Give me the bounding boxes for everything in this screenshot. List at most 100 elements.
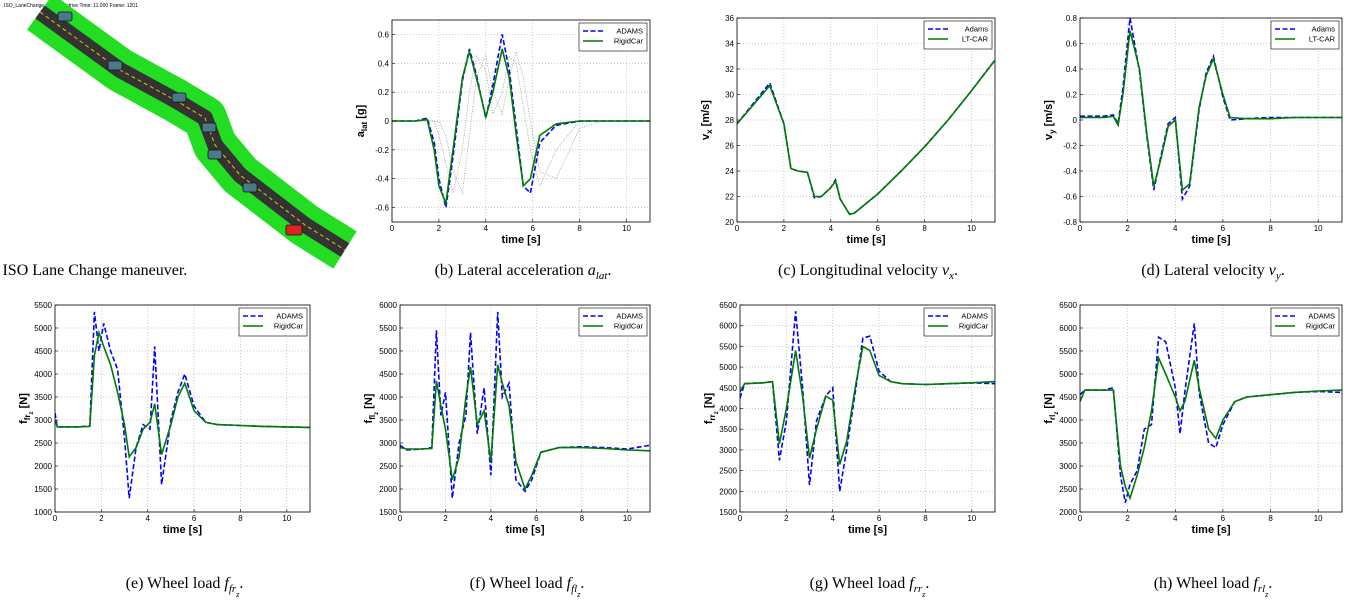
- x-axis-label: time [s]: [1191, 234, 1230, 246]
- x-axis-label: time [s]: [163, 524, 202, 536]
- image-title: ISO_LaneChange_c_smart_drive Time: 11.00…: [4, 3, 138, 9]
- series-line: [392, 34, 650, 208]
- x-tick-label: 6: [1221, 514, 1226, 523]
- y-tick-label: 1500: [379, 508, 397, 517]
- chart: 0 2 4 6 8 10 1500 2000 2500 3000 3500 4000 4500 5000 5…: [703, 301, 996, 599]
- y-tick-label: 4000: [379, 393, 397, 402]
- caption: (a) ISO Lane Change maneuver.: [0, 262, 187, 279]
- y-tick-label: 3500: [719, 425, 737, 434]
- y-tick-label: 0.2: [378, 88, 390, 97]
- legend-label: Adams: [965, 25, 989, 34]
- x-tick-label: 8: [923, 514, 928, 523]
- y-tick-label: 0.4: [378, 59, 390, 68]
- caption-part: (e) Wheel load: [126, 575, 225, 592]
- x-tick-label: 0: [1078, 224, 1083, 233]
- y-tick-label: 20: [725, 218, 734, 227]
- y-axis-label-part: [N]: [1043, 393, 1055, 412]
- y-tick-label: 4000: [34, 370, 52, 379]
- x-tick-label: 6: [1221, 224, 1226, 233]
- x-tick-label: 0: [398, 514, 403, 523]
- y-tick-label: 5500: [1059, 347, 1077, 356]
- x-tick-label: 0: [735, 224, 740, 233]
- caption-part: (b) Lateral acceleration: [435, 262, 588, 279]
- y-axis-label-part: v: [700, 133, 712, 140]
- y-axis-label-part: f: [703, 420, 715, 424]
- legend-label: RigidCar: [614, 322, 644, 331]
- y-tick-label: 6000: [719, 322, 737, 331]
- y-tick-label: 0.6: [378, 30, 390, 39]
- chart: 0 2 4 6 8 10 1000 1500 2000 2500 3000 3500 4000 4500 5…: [18, 301, 311, 599]
- legend-label: ADAMS: [616, 312, 643, 321]
- y-axis-label-part: f: [18, 420, 30, 424]
- y-tick-label: 1000: [34, 508, 52, 517]
- y-tick-label: 1500: [719, 508, 737, 517]
- caption-part: x: [948, 270, 954, 282]
- y-tick-label: 4500: [1059, 393, 1077, 402]
- legend-box: [238, 307, 308, 337]
- car: [242, 182, 258, 193]
- y-axis-label: frlz [N]: [1043, 393, 1060, 424]
- x-tick-label: 6: [192, 514, 197, 523]
- x-tick-label: 8: [922, 224, 927, 233]
- y-tick-label: 0.6: [1066, 40, 1078, 49]
- y-axis-label-part: [m/s]: [700, 100, 712, 130]
- x-axis-label: time [s]: [505, 524, 544, 536]
- y-tick-label: 2000: [719, 487, 737, 496]
- caption: (b) Lateral acceleration alat.: [435, 262, 612, 282]
- legend-box: [1270, 307, 1340, 337]
- axes-frame: [391, 19, 651, 223]
- caption-part: fl: [571, 583, 577, 595]
- car: [57, 11, 73, 22]
- y-tick-label: 4000: [719, 405, 737, 414]
- y-tick-label: 2500: [1059, 485, 1077, 494]
- caption-part: f: [909, 575, 916, 592]
- y-tick-label: 6500: [1059, 301, 1077, 310]
- legend-label: ADAMS: [276, 312, 303, 321]
- chart: 0 2 4 6 8 10 -0.8 -0.6 -0.4 -0.2 0 0.2 0.4 0.6 0.8 time…: [1043, 14, 1343, 282]
- x-tick-label: 10: [282, 514, 291, 523]
- y-tick-label: 2000: [34, 462, 52, 471]
- caption-part: .: [239, 575, 243, 592]
- axes-frame: [739, 304, 996, 513]
- y-tick-label: -0.6: [375, 204, 389, 213]
- x-tick-label: 4: [829, 224, 834, 233]
- caption-part: .: [925, 575, 929, 592]
- legend-box: [923, 307, 993, 337]
- caption-part: .: [1268, 575, 1272, 592]
- x-tick-label: 8: [1268, 224, 1273, 233]
- axes-frame: [399, 304, 651, 513]
- x-tick-label: 0: [390, 224, 395, 233]
- y-axis-label-part: rr: [708, 414, 717, 420]
- y-axis-label-part: y: [1048, 129, 1057, 134]
- legend-label: ADAMS: [616, 27, 643, 36]
- legend-box: [1270, 20, 1340, 50]
- legend-label: Adams: [1312, 25, 1336, 34]
- y-tick-label: 5000: [379, 347, 397, 356]
- y-tick-label: -0.8: [1063, 218, 1077, 227]
- caption-part: .: [580, 575, 584, 592]
- x-tick-label: 4: [1173, 224, 1178, 233]
- x-tick-label: 4: [831, 514, 836, 523]
- y-tick-label: 2000: [379, 485, 397, 494]
- caption-part: rl: [1258, 583, 1265, 595]
- y-axis-label: alat [g]: [355, 104, 369, 137]
- legend-label: RigidCar: [1306, 322, 1336, 331]
- caption-part: fr: [229, 583, 237, 595]
- y-tick-label: 4500: [719, 384, 737, 393]
- legend-label: RigidCar: [614, 37, 644, 46]
- x-tick-label: 6: [534, 514, 539, 523]
- y-axis-label-part: x: [705, 129, 714, 134]
- caption: (f) Wheel load fflz.: [470, 575, 585, 599]
- y-tick-label: 3000: [379, 439, 397, 448]
- y-tick-label: 6000: [1059, 324, 1077, 333]
- caption-part: .: [607, 262, 611, 279]
- y-axis-label-part: z: [29, 411, 35, 414]
- y-tick-label: -0.2: [375, 146, 389, 155]
- y-tick-label: 32: [725, 65, 734, 74]
- caption-part: (f) Wheel load: [470, 575, 567, 592]
